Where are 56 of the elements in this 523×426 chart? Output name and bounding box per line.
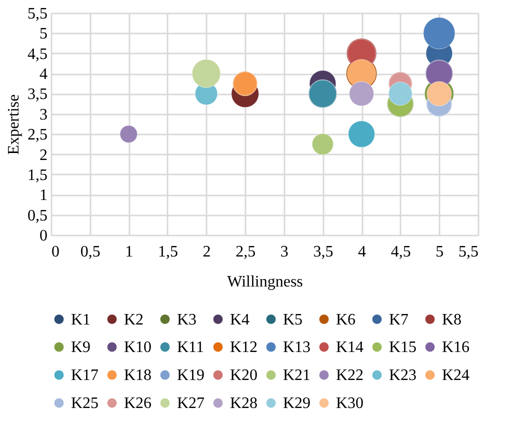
legend-label: K14 (336, 339, 364, 356)
legend-label: K6 (336, 311, 356, 328)
legend-label: K23 (389, 367, 417, 384)
legend-label: K7 (389, 311, 409, 328)
legend-label: K22 (336, 367, 364, 384)
x-tick-label: 3,5 (313, 244, 334, 260)
legend-label: K27 (177, 395, 205, 412)
legend-label: K3 (177, 311, 197, 328)
x-tick-label: 5,5 (458, 244, 478, 260)
legend-label: K13 (283, 339, 311, 356)
legend-label: K2 (124, 311, 144, 328)
legend-label: K20 (230, 367, 258, 384)
x-tick-label: 1,5 (158, 244, 178, 260)
legend-label: K24 (442, 367, 470, 384)
x-tick-label: 5 (436, 244, 444, 260)
x-tick-label: 3 (280, 244, 288, 260)
y-tick-label: 4,5 (28, 46, 48, 63)
legend-label: K15 (389, 339, 417, 356)
y-tick-label: 3,5 (28, 86, 48, 104)
y-tick-label: 2 (40, 146, 48, 164)
y-tick-label: 5,5 (28, 6, 48, 22)
legend-label: K26 (124, 395, 152, 412)
x-tick-label: 2,5 (236, 244, 256, 260)
legend-label: K21 (283, 367, 311, 384)
y-tick-label: 0,5 (28, 207, 48, 224)
legend-label: K16 (442, 339, 470, 356)
legend-label: K8 (442, 311, 462, 328)
y-tick-label: 0 (40, 228, 48, 244)
y-tick-label: 2,5 (28, 126, 48, 144)
y-axis-title: Expertise (6, 94, 22, 155)
legend-label: K30 (336, 395, 364, 412)
x-tick-label: 1 (125, 244, 134, 260)
y-tick-label: 3 (40, 106, 48, 124)
y-tick-label: 1 (40, 187, 48, 204)
legend-label: K18 (124, 367, 152, 384)
legend-label: K4 (230, 311, 250, 328)
x-tick-label: 4,5 (390, 244, 411, 260)
x-tick-label: 0,5 (80, 244, 100, 260)
y-tick-label: 4 (40, 66, 48, 84)
x-axis-title: Willingness (227, 274, 303, 290)
legend-label: K28 (230, 395, 258, 412)
legend-label: K19 (177, 367, 205, 384)
legend-label: K5 (283, 311, 303, 328)
y-tick-label: 1,5 (28, 166, 48, 184)
legend-label: K9 (71, 339, 91, 356)
legend-label: K25 (71, 395, 99, 412)
y-tick-label: 5 (40, 26, 48, 43)
legend-label: K1 (71, 311, 91, 328)
x-tick-label: 0 (52, 244, 60, 260)
legend-label: K10 (124, 339, 152, 356)
x-tick-label: 4 (358, 244, 366, 260)
legend-label: K11 (177, 339, 204, 356)
x-tick-label: 2 (202, 244, 211, 260)
legend-label: K29 (283, 395, 311, 412)
legend-label: K17 (71, 367, 99, 384)
legend-label: K12 (230, 339, 258, 356)
